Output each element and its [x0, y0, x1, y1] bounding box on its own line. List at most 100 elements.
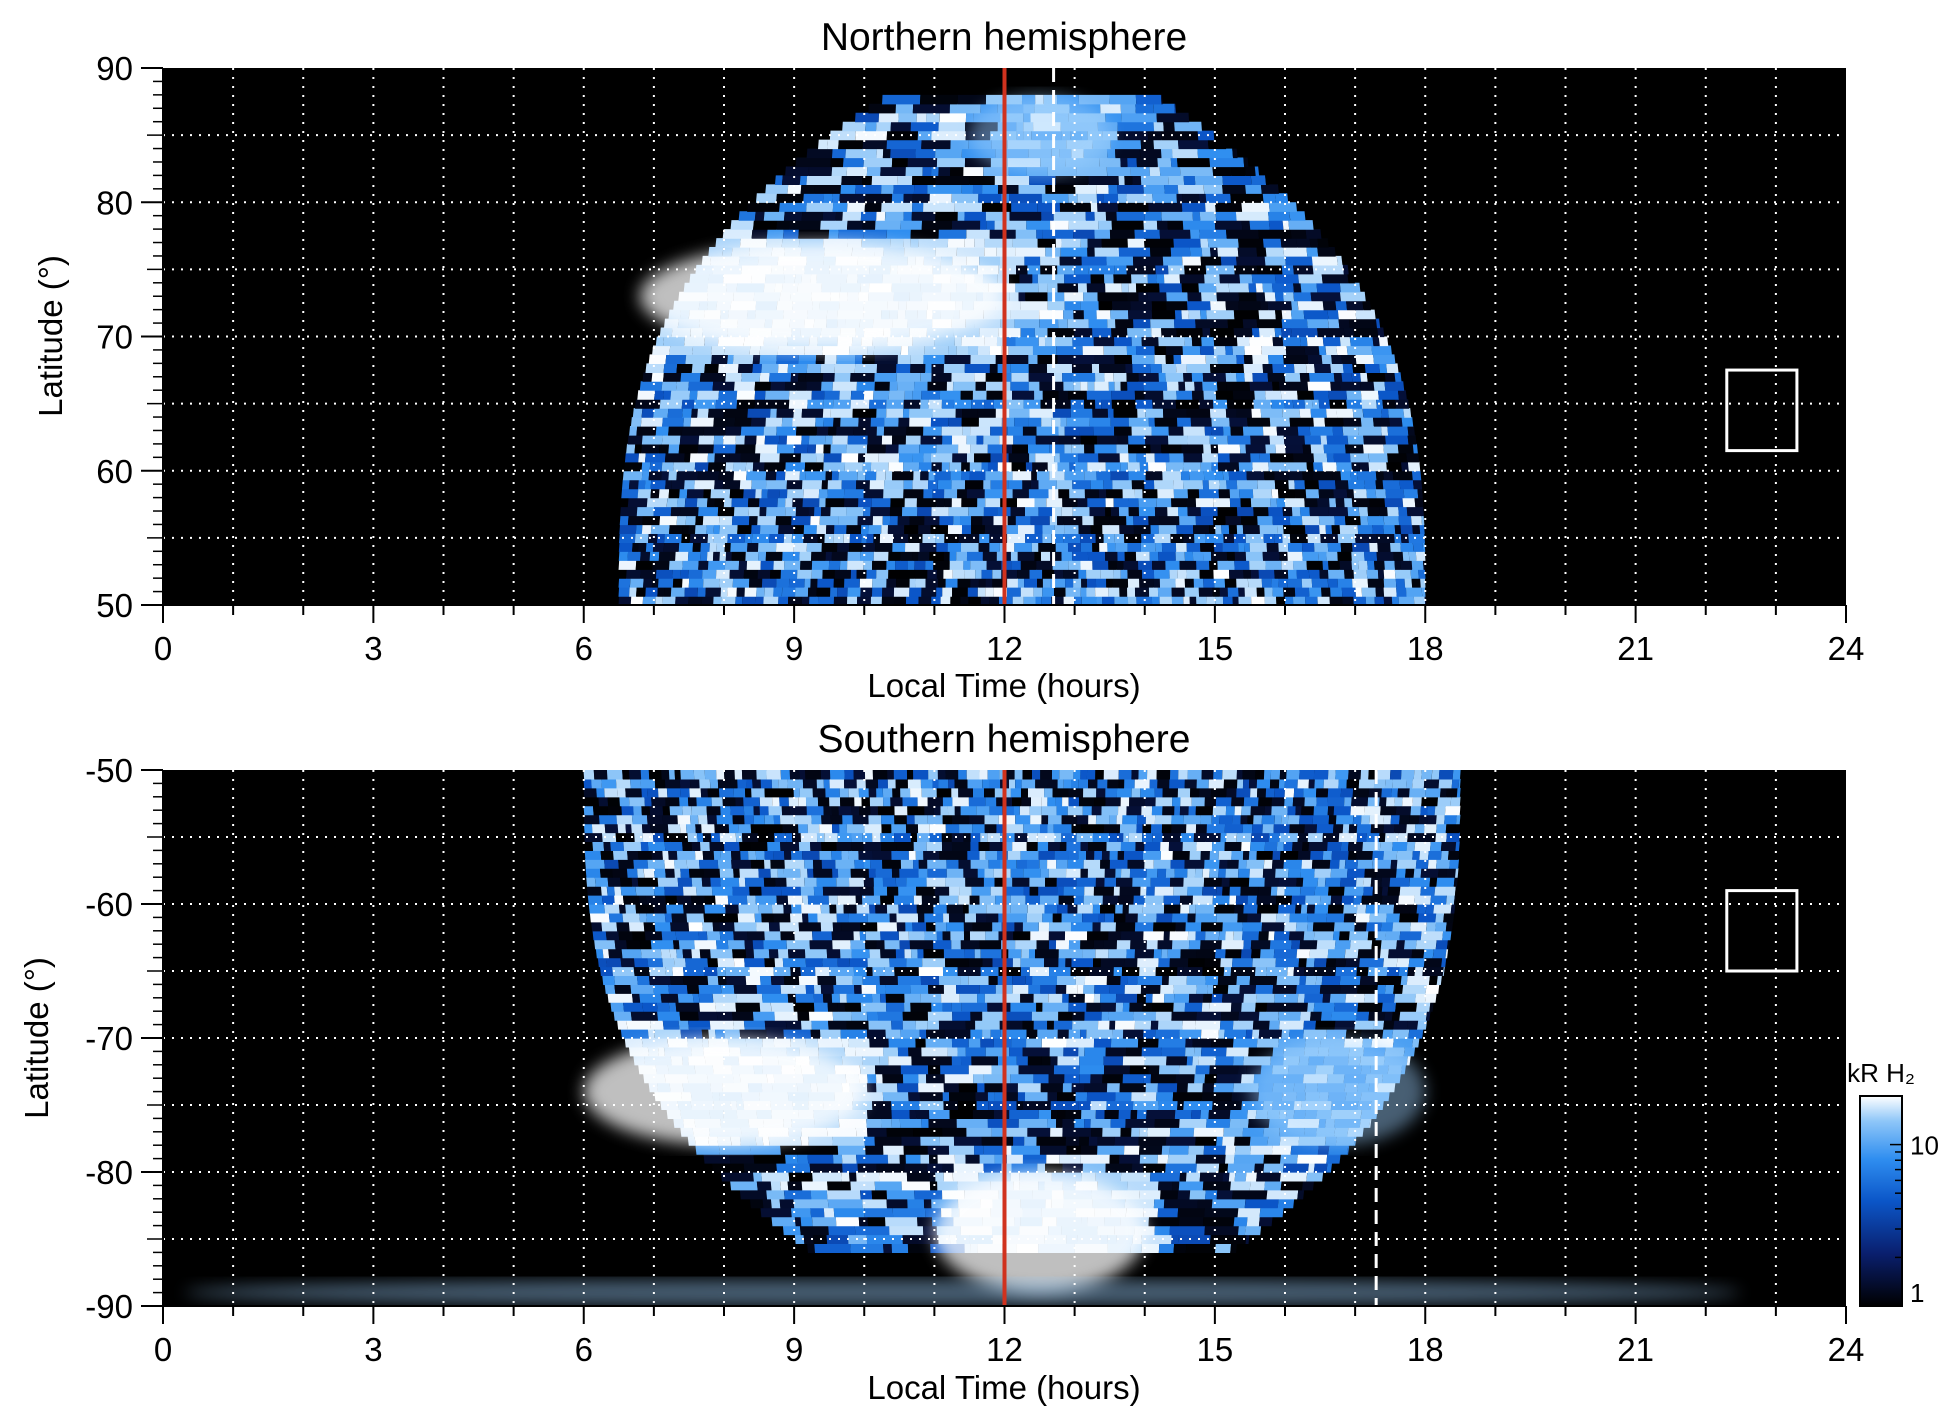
heatmap-cell [1322, 336, 1341, 347]
heatmap-cell [641, 823, 651, 834]
heatmap-cell [1326, 1163, 1333, 1173]
heatmap-cell [586, 877, 596, 887]
heatmap-cell [1046, 363, 1073, 373]
heatmap-cell [852, 408, 877, 418]
heatmap-cell [1033, 587, 1043, 597]
heatmap-cell [688, 569, 703, 579]
heatmap-cell [1028, 488, 1049, 499]
heatmap-cell [1113, 336, 1132, 347]
heatmap-cell [1153, 569, 1170, 579]
heatmap-cell [1086, 282, 1106, 293]
heatmap-cell [1047, 300, 1065, 311]
heatmap-cell [1362, 408, 1382, 418]
heatmap-cell [1326, 551, 1338, 561]
heatmap-cell [1132, 175, 1142, 185]
heatmap-cell [1162, 408, 1188, 418]
heatmap-cell [1137, 408, 1146, 418]
heatmap-cell [1197, 148, 1233, 159]
heatmap-cell [1278, 1011, 1301, 1021]
heatmap-cell [832, 1011, 852, 1021]
heatmap-cell [921, 139, 951, 150]
heatmap-cell [1022, 426, 1037, 436]
heatmap-cell [903, 193, 913, 203]
heatmap-cell [1221, 939, 1244, 950]
heatmap-cell [1213, 569, 1230, 579]
heatmap-cell [785, 832, 793, 842]
heatmap-cell [1134, 587, 1150, 597]
heatmap-cell [951, 939, 961, 950]
heatmap-cell [748, 515, 758, 526]
heatmap-cell [1334, 939, 1351, 950]
heatmap-cell [739, 868, 759, 878]
heatmap-cell [1032, 461, 1048, 472]
heatmap-cell [1367, 930, 1377, 941]
heatmap-cell [1077, 282, 1088, 293]
heatmap-cell [928, 470, 935, 481]
heatmap-cell [720, 1172, 755, 1182]
heatmap-cell [1106, 1082, 1120, 1093]
heatmap-cell [1080, 300, 1099, 311]
heatmap-cell [970, 578, 979, 588]
heatmap-cell [635, 886, 655, 896]
heatmap-cell [1143, 1029, 1156, 1039]
heatmap-cell [910, 354, 924, 364]
heatmap-cell [1032, 273, 1038, 284]
heatmap-cell [984, 336, 998, 347]
heatmap-cell [987, 1091, 995, 1102]
heatmap-cell [1265, 443, 1277, 454]
heatmap-cell [1095, 948, 1109, 959]
heatmap-cell [1122, 1055, 1145, 1066]
heatmap-cell [682, 966, 705, 976]
heatmap-cell [1235, 895, 1249, 905]
heatmap-cell [1319, 524, 1327, 534]
heatmap-cell [980, 596, 990, 605]
heatmap-cell [653, 904, 667, 914]
heatmap-cell [642, 832, 654, 842]
heatmap-cell [1287, 542, 1303, 552]
heatmap-cell [682, 841, 693, 851]
heatmap-cell [783, 1189, 812, 1200]
heatmap-cell [985, 372, 1003, 382]
heatmap-cell [653, 886, 665, 896]
heatmap-cell [982, 184, 999, 194]
heatmap-cell [874, 1064, 902, 1075]
heatmap-cell [807, 1154, 834, 1164]
heatmap-cell [1254, 1163, 1265, 1173]
heatmap-cell [1199, 1172, 1224, 1182]
heatmap-cell [1174, 1109, 1192, 1119]
heatmap-cell [1006, 542, 1015, 552]
heatmap-cell [889, 506, 903, 517]
heatmap-cell [1222, 470, 1230, 481]
heatmap-cell [1029, 1064, 1055, 1075]
heatmap-cell [1179, 895, 1193, 905]
heatmap-cell [727, 939, 746, 950]
heatmap-cell [1027, 1127, 1051, 1137]
heatmap-cell [803, 488, 820, 499]
heatmap-cell [1383, 578, 1397, 588]
heatmap-cell [636, 426, 657, 436]
heatmap-cell [1381, 886, 1389, 896]
heatmap-cell [1284, 596, 1294, 605]
heatmap-cell [659, 515, 678, 526]
heatmap-cell [583, 823, 593, 834]
heatmap-cell [820, 506, 831, 517]
heatmap-cell [773, 912, 791, 923]
heatmap-cell [1041, 417, 1052, 427]
heatmap-cell [770, 569, 781, 579]
heatmap-cell [812, 930, 833, 941]
heatmap-cell [1189, 596, 1197, 605]
heatmap-cell [1296, 569, 1310, 579]
heatmap-cell [1328, 560, 1340, 570]
heatmap-cell [827, 479, 842, 490]
heatmap-cell [1143, 238, 1174, 248]
heatmap-cell [1250, 841, 1266, 851]
heatmap-cell [846, 823, 865, 834]
heatmap-cell [756, 435, 766, 445]
heatmap-cell [1170, 247, 1191, 257]
heatmap-cell [707, 533, 715, 544]
heatmap-cell [834, 524, 847, 534]
heatmap-cell [978, 193, 1002, 203]
heatmap-cell [938, 578, 946, 588]
heatmap-cell [1048, 1073, 1065, 1084]
heatmap-cell [1259, 1207, 1284, 1218]
